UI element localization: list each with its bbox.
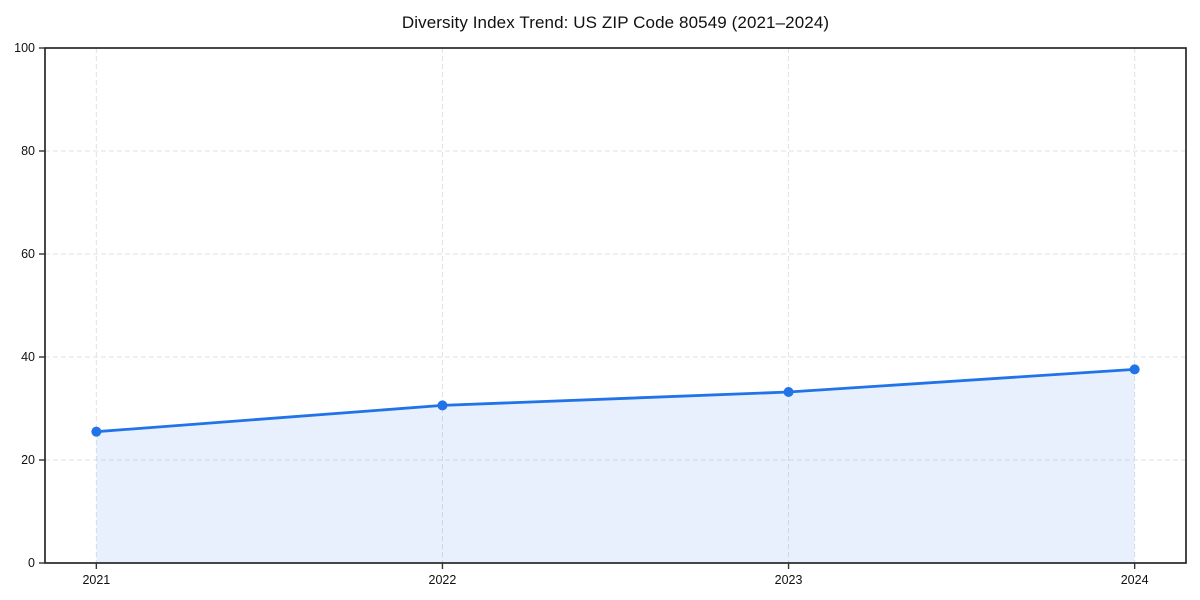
y-tick-label: 60 [21, 247, 35, 261]
plot-border [44, 47, 1187, 564]
y-tick-label: 20 [21, 453, 35, 467]
data-point-marker [1129, 364, 1140, 375]
y-tick-label: 100 [14, 41, 35, 55]
y-tick-label: 40 [21, 350, 35, 364]
area-fill [96, 369, 1135, 563]
x-tick-label: 2022 [429, 573, 457, 587]
data-point-marker [91, 426, 102, 437]
x-tick-label: 2024 [1121, 573, 1149, 587]
y-tick-label: 80 [21, 144, 35, 158]
data-point-marker [437, 400, 448, 411]
series-line [94, 367, 1137, 434]
chart-title: Diversity Index Trend: US ZIP Code 80549… [401, 13, 830, 32]
x-tick-label: 2023 [775, 573, 803, 587]
data-point-marker [783, 387, 794, 398]
x-tick-label: 2021 [82, 573, 110, 587]
y-tick-label: 0 [28, 556, 35, 570]
